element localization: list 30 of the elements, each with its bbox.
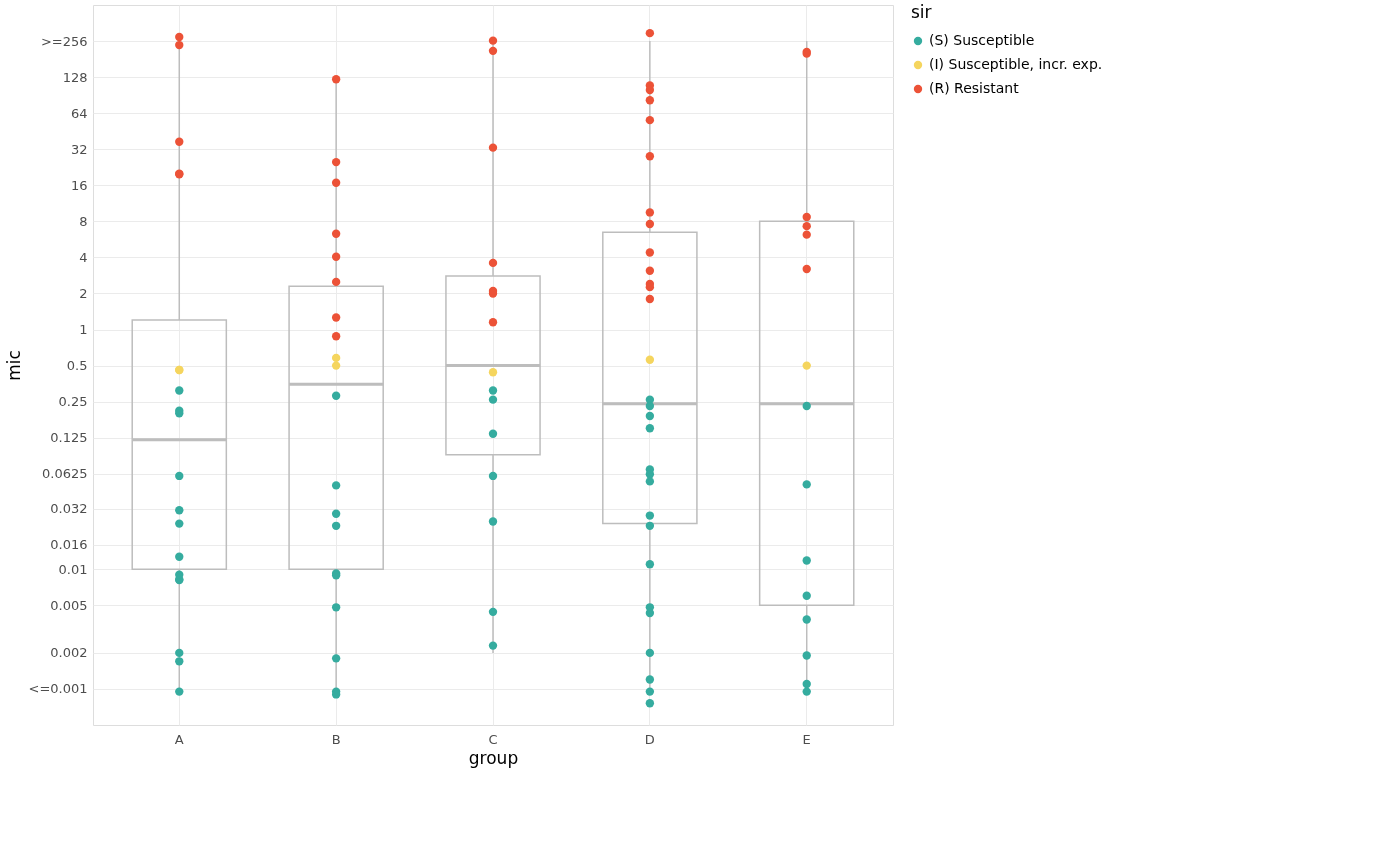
y-axis-title: mic xyxy=(4,350,25,381)
y-tick-label: 0.125 xyxy=(50,430,88,446)
x-tick-label: E xyxy=(802,731,811,747)
x-tick-label: C xyxy=(488,731,498,747)
legend-label: (I) Susceptible, incr. exp. xyxy=(929,56,1103,72)
y-tick-label: 0.25 xyxy=(58,394,88,410)
y-tick-label: >=256 xyxy=(40,33,88,49)
y-tick-label: <=0.001 xyxy=(28,681,88,697)
y-tick-label: 128 xyxy=(62,69,88,85)
legend-label: (S) Susceptible xyxy=(929,32,1035,48)
y-tick-label: 16 xyxy=(70,177,88,193)
x-tick-label: B xyxy=(331,731,341,747)
y-tick-label: 0.002 xyxy=(50,645,88,661)
y-tick-label: 1 xyxy=(79,322,88,338)
legend-label: (R) Resistant xyxy=(929,80,1020,96)
y-tick-label: 4 xyxy=(79,249,88,265)
x-tick-label: A xyxy=(174,731,184,747)
y-tick-label: 0.005 xyxy=(50,597,88,613)
y-tick-label: 2 xyxy=(79,285,88,301)
y-tick-label: 8 xyxy=(79,213,88,229)
y-tick-label: 64 xyxy=(70,105,88,121)
y-tick-label: 32 xyxy=(70,141,88,157)
y-tick-label: 0.01 xyxy=(58,561,88,577)
x-tick-label: D xyxy=(644,731,655,747)
y-tick-label: 0.032 xyxy=(50,501,88,517)
y-tick-label: 0.016 xyxy=(50,537,88,553)
y-tick-label: 0.0625 xyxy=(42,466,88,482)
y-tick-label: 0.5 xyxy=(66,358,88,374)
legend-title: sir xyxy=(911,2,932,22)
x-axis-title: group xyxy=(468,747,519,768)
